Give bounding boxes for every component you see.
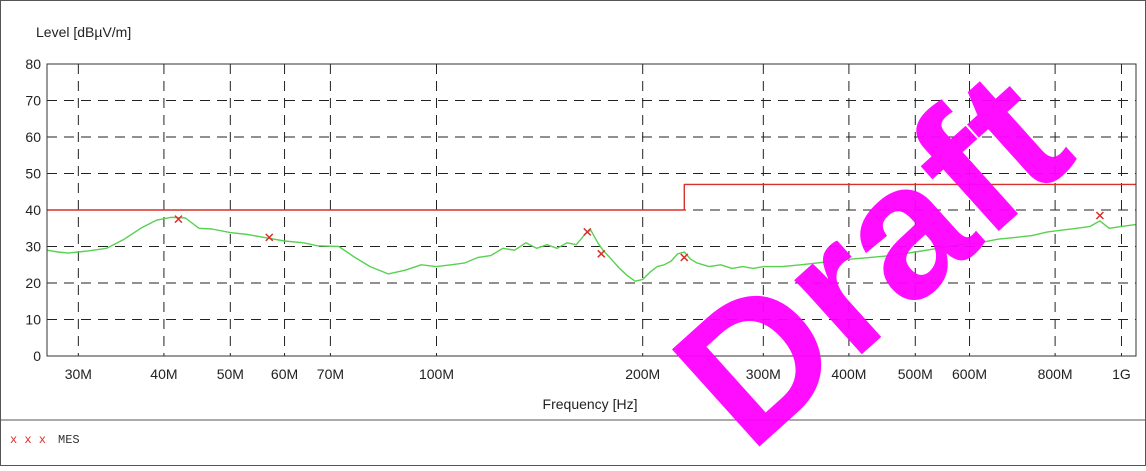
y-tick-label: 0 (33, 348, 41, 364)
y-tick-label: 40 (25, 202, 41, 218)
measurement-marker (597, 249, 606, 258)
legend-marker-glyphs: x x x (10, 433, 46, 447)
x-tick-label: 500M (898, 366, 933, 382)
marker-stroke (265, 233, 274, 242)
scan-trace (46, 216, 1137, 282)
x-tick-label: 100M (419, 366, 454, 382)
y-tick-label: 30 (25, 239, 41, 255)
measurement-marker (680, 253, 689, 262)
marker-stroke (583, 227, 592, 236)
y-tick-labels: 0 10 20 30 40 50 60 70 80 (25, 56, 41, 364)
marker-stroke (680, 253, 689, 262)
x-tick-label: 30M (65, 366, 92, 382)
x-tick-label: 60M (271, 366, 298, 382)
y-tick-label: 80 (25, 56, 41, 72)
y-tick-label: 60 (25, 129, 41, 145)
measurement-markers (174, 211, 1104, 262)
marker-stroke (1095, 211, 1104, 220)
x-tick-label: 800M (1038, 366, 1073, 382)
x-tick-label: 1G (1112, 366, 1131, 382)
y-tick-label: 20 (25, 275, 41, 291)
legend: x x x MES (10, 433, 80, 447)
series-layer (46, 183, 1137, 282)
y-axis-label: Level [dBµV/m] (36, 24, 131, 40)
x-tick-labels: 30M 40M 50M 60M 70M 100M 200M 300M 400M 500M 600M 8… (65, 366, 1131, 382)
marker-stroke (174, 215, 183, 224)
x-axis-label: Frequency [Hz] (543, 396, 638, 412)
legend-label: MES (58, 433, 80, 447)
plot-area-border (46, 63, 1137, 357)
y-tick-label: 70 (25, 93, 41, 109)
y-tick-label: 50 (25, 166, 41, 182)
x-tick-label: 50M (217, 366, 244, 382)
x-tick-label: 600M (952, 366, 987, 382)
limit-line (47, 183, 1136, 211)
measurement-marker (1095, 211, 1104, 220)
measurement-marker (174, 215, 183, 224)
y-tick-label: 10 (25, 312, 41, 328)
x-tick-label: 300M (746, 366, 781, 382)
measurement-marker (265, 233, 274, 242)
x-tick-label: 200M (625, 366, 660, 382)
measurement-marker (583, 227, 592, 236)
x-tick-label: 70M (317, 366, 344, 382)
x-tick-label: 400M (831, 366, 866, 382)
marker-stroke (597, 249, 606, 258)
x-tick-label: 40M (150, 366, 177, 382)
